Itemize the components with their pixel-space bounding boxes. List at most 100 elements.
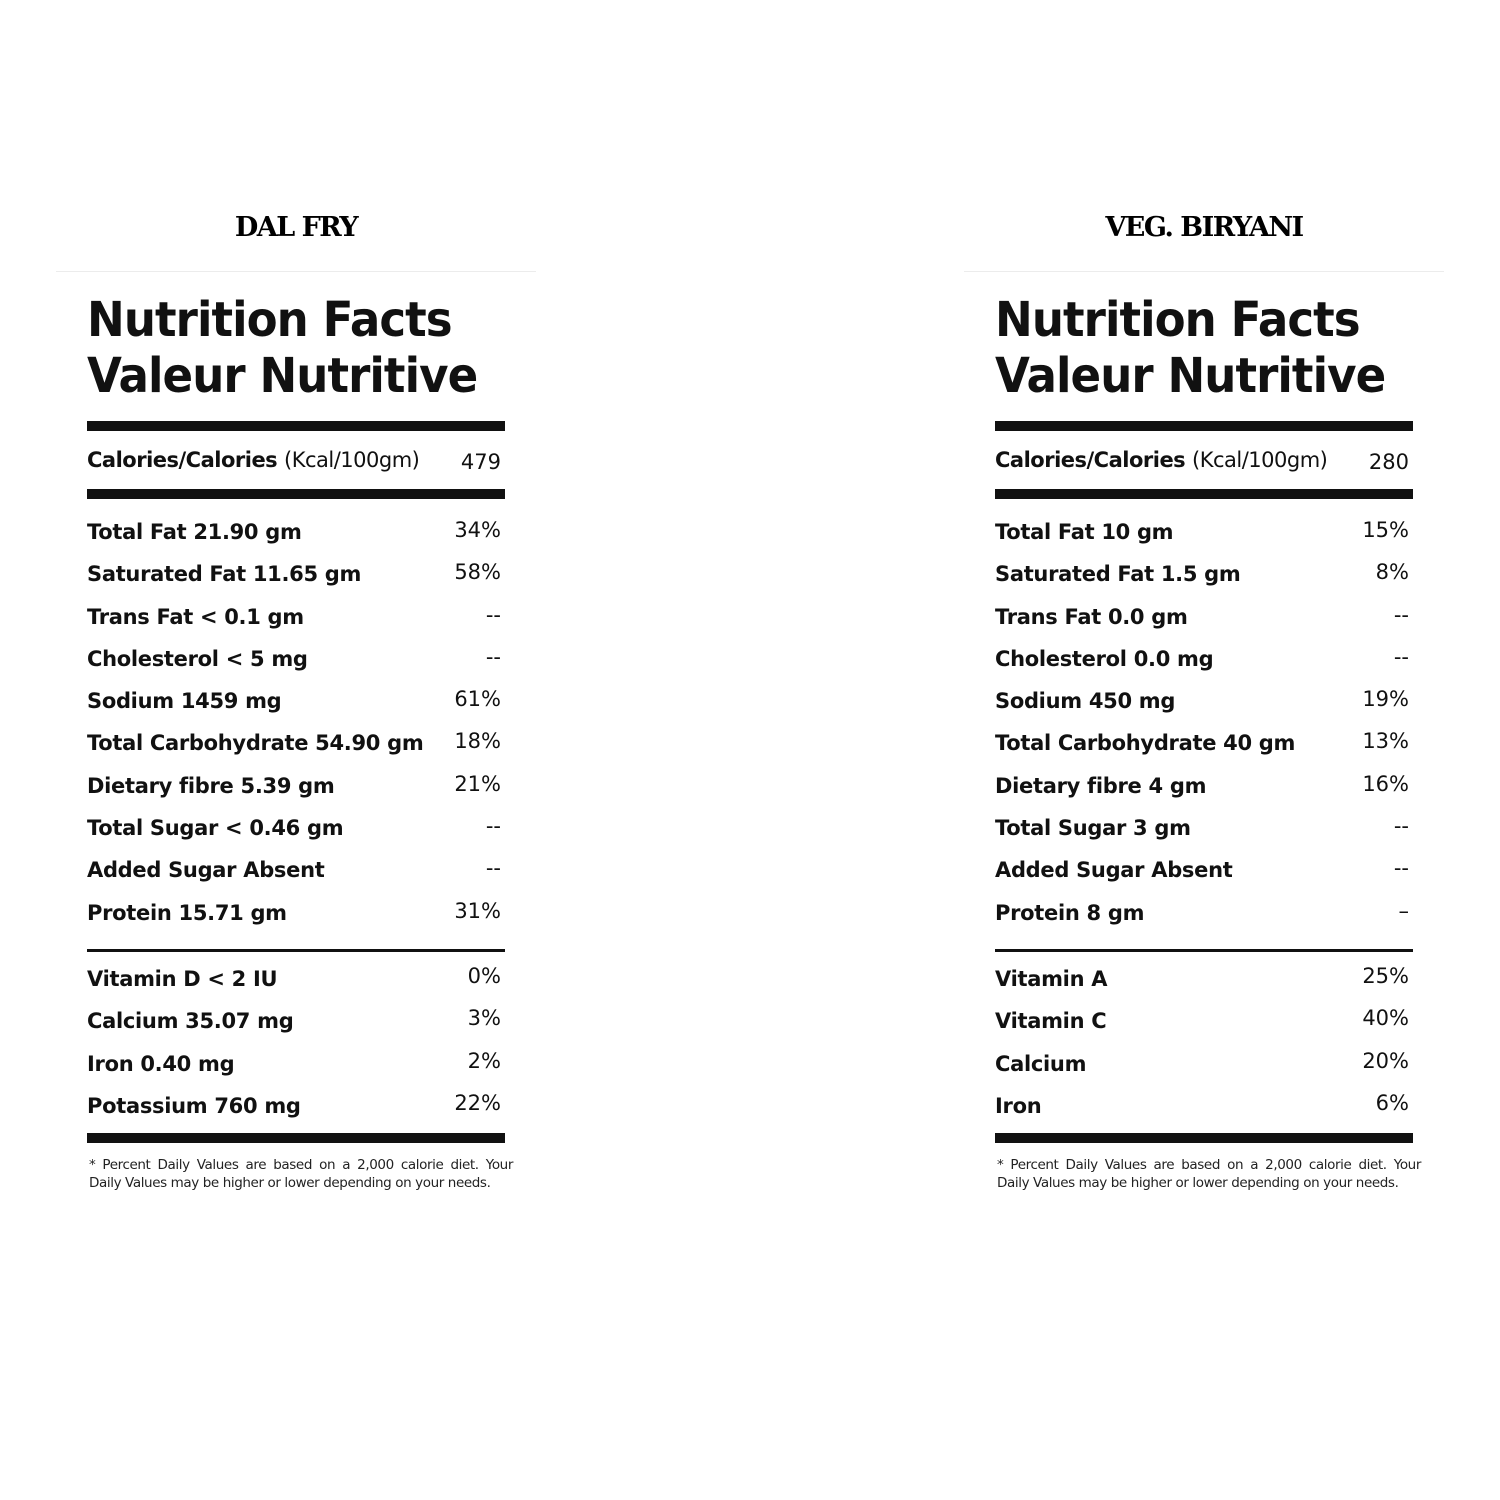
thin-divider <box>995 949 1413 952</box>
daily-value: 6% <box>1375 1090 1409 1115</box>
nutrient-label: Added Sugar Absent <box>995 858 1233 883</box>
nutrient-row-cholesterol: Cholesterol 0.0 mg -- <box>995 644 1413 689</box>
thick-divider <box>995 1133 1413 1143</box>
daily-value: -- <box>485 814 501 839</box>
calories-unit: (Kcal/100gm) <box>1192 448 1328 472</box>
nutrient-row-dietary-fibre: Dietary fibre 4 gm 16% <box>995 771 1413 816</box>
daily-value: – <box>1398 898 1410 923</box>
daily-value: 16% <box>1362 771 1409 796</box>
nutrient-row-protein: Protein 8 gm – <box>995 898 1413 943</box>
nutrient-label: Dietary fibre 4 gm <box>995 773 1207 798</box>
nutrient-row-added-sugar: Added Sugar Absent -- <box>995 856 1413 900</box>
vitamin-row: Iron 0.40 mg 2% <box>87 1048 505 1094</box>
vitamin-list: Vitamin A 25% Vitamin C 40% Calcium 20% Iro… <box>995 964 1413 1136</box>
nutrient-row-saturated-fat: Saturated Fat 11.65 gm 58% <box>87 560 505 604</box>
nutrient-row-added-sugar: Added Sugar Absent -- <box>87 856 505 900</box>
calories-unit: (Kcal/100gm) <box>284 448 420 472</box>
vitamin-label: Iron 0.40 mg <box>87 1051 235 1076</box>
vitamin-label: Vitamin D < 2 IU <box>87 967 278 991</box>
product-name: VEG. BIRYANI <box>1105 212 1304 243</box>
daily-value: 25% <box>1362 964 1409 988</box>
calories-label: Calories/Calories (Kcal/100gm) <box>87 448 420 472</box>
product-name: DAL FRY <box>234 212 359 243</box>
vitamin-row: Calcium 20% <box>995 1048 1413 1094</box>
calories-value: 280 <box>1368 450 1409 474</box>
daily-value: 2% <box>467 1048 501 1073</box>
daily-value: -- <box>485 602 501 627</box>
nutrient-row-dietary-fibre: Dietary fibre 5.39 gm 21% <box>87 771 505 816</box>
daily-value: 31% <box>454 898 501 923</box>
nutrient-label: Total Fat 21.90 gm <box>87 520 302 544</box>
nutrient-label: Total Carbohydrate 54.90 gm <box>87 731 424 756</box>
nutrient-list: Total Fat 10 gm 15% Saturated Fat 1.5 gm 8… <box>995 518 1413 943</box>
vitamin-row: Vitamin D < 2 IU 0% <box>87 964 505 1009</box>
vitamin-row: Potassium 760 mg 22% <box>87 1090 505 1136</box>
nutrient-list: Total Fat 21.90 gm 34% Saturated Fat 11.6… <box>87 518 505 943</box>
nutrient-label: Protein 8 gm <box>995 900 1145 925</box>
nutrient-label: Saturated Fat 11.65 gm <box>87 562 362 587</box>
nutrient-row-trans-fat: Trans Fat < 0.1 gm -- <box>87 602 505 647</box>
calories-row: Calories/Calories (Kcal/100gm) 479 <box>87 448 505 478</box>
daily-value: 21% <box>454 771 501 796</box>
daily-value: -- <box>1393 814 1409 839</box>
nutrient-row-saturated-fat: Saturated Fat 1.5 gm 8% <box>995 560 1413 604</box>
vitamin-label: Calcium <box>995 1051 1087 1076</box>
label-title-english: Nutrition Facts <box>87 292 453 348</box>
footnote: * Percent Daily Values are based on a 2,… <box>89 1157 513 1191</box>
divider <box>964 271 1444 272</box>
daily-value: -- <box>1393 856 1409 881</box>
nutrient-label: Total Sugar < 0.46 gm <box>87 816 344 841</box>
daily-value: -- <box>1393 644 1409 669</box>
daily-value: 40% <box>1362 1006 1409 1031</box>
nutrient-label: Total Carbohydrate 40 gm <box>995 731 1296 756</box>
nutrition-label: Nutrition Facts Valeur Nutritive Calorie… <box>995 292 1421 1191</box>
nutrient-row-sodium: Sodium 450 mg 19% <box>995 687 1413 731</box>
nutrient-row-sodium: Sodium 1459 mg 61% <box>87 687 505 731</box>
nutrient-label: Total Fat 10 gm <box>995 520 1174 544</box>
nutrient-label: Trans Fat 0.0 gm <box>995 604 1188 629</box>
thick-divider <box>995 421 1413 431</box>
label-title-french: Valeur Nutritive <box>995 348 1386 404</box>
vitamin-label: Vitamin A <box>995 967 1108 991</box>
daily-value: 19% <box>1362 687 1409 712</box>
daily-value: 13% <box>1362 729 1409 754</box>
daily-value: 3% <box>467 1006 501 1031</box>
nutrient-row-total-carbohydrate: Total Carbohydrate 54.90 gm 18% <box>87 729 505 773</box>
nutrition-panel-dal-fry: DAL FRY Nutrition Facts Valeur Nutritive… <box>56 0 536 1500</box>
daily-value: 15% <box>1362 518 1409 542</box>
vitamin-label: Potassium 760 mg <box>87 1093 301 1118</box>
daily-value: 20% <box>1362 1048 1409 1073</box>
daily-value: 8% <box>1375 560 1409 585</box>
vitamin-row: Vitamin A 25% <box>995 964 1413 1009</box>
daily-value: 61% <box>454 687 501 712</box>
nutrient-row-cholesterol: Cholesterol < 5 mg -- <box>87 644 505 689</box>
thick-divider <box>87 489 505 499</box>
vitamin-row: Calcium 35.07 mg 3% <box>87 1006 505 1051</box>
daily-value: -- <box>485 644 501 669</box>
vitamin-label: Iron <box>995 1093 1042 1118</box>
nutrient-row-protein: Protein 15.71 gm 31% <box>87 898 505 943</box>
nutrient-label: Cholesterol < 5 mg <box>87 646 308 671</box>
daily-value: -- <box>485 856 501 881</box>
vitamin-row: Iron 6% <box>995 1090 1413 1136</box>
nutrient-label: Added Sugar Absent <box>87 858 325 883</box>
thick-divider <box>995 489 1413 499</box>
thick-divider <box>87 1133 505 1143</box>
calories-label: Calories/Calories (Kcal/100gm) <box>995 448 1328 472</box>
vitamin-label: Vitamin C <box>995 1009 1107 1034</box>
nutrient-row-total-carbohydrate: Total Carbohydrate 40 gm 13% <box>995 729 1413 773</box>
footnote: * Percent Daily Values are based on a 2,… <box>997 1157 1421 1191</box>
daily-value: 18% <box>454 729 501 754</box>
nutrient-row-trans-fat: Trans Fat 0.0 gm -- <box>995 603 1413 647</box>
nutrient-label: Protein 15.71 gm <box>87 900 287 925</box>
vitamin-list: Vitamin D < 2 IU 0% Calcium 35.07 mg 3% Ir… <box>87 964 505 1136</box>
nutrient-label: Trans Fat < 0.1 gm <box>87 604 304 629</box>
nutrient-label: Total Sugar 3 gm <box>995 816 1191 841</box>
thin-divider <box>87 949 505 952</box>
label-title-english: Nutrition Facts <box>995 292 1361 348</box>
nutrient-label: Dietary fibre 5.39 gm <box>87 773 335 798</box>
nutrient-label: Cholesterol 0.0 mg <box>995 646 1214 671</box>
nutrition-panel-veg-biryani: VEG. BIRYANI Nutrition Facts Valeur Nutr… <box>964 0 1444 1500</box>
calories-row: Calories/Calories (Kcal/100gm) 280 <box>995 448 1413 478</box>
daily-value: 22% <box>454 1090 501 1115</box>
